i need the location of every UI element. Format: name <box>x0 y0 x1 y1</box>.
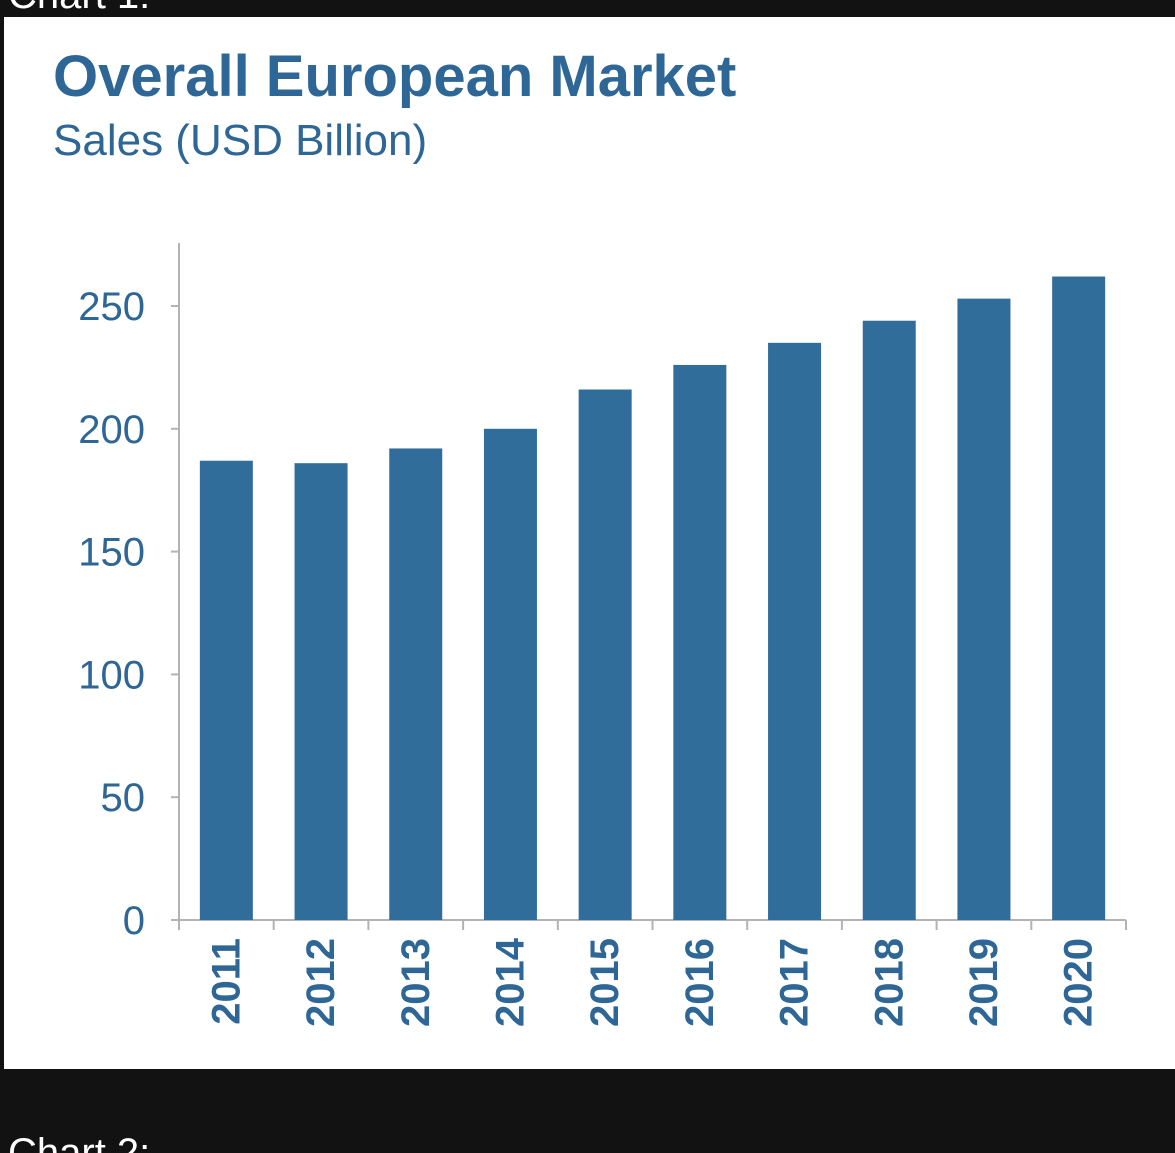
x-tick-label: 2012 <box>299 938 343 1027</box>
x-tick-label: 2013 <box>394 938 438 1027</box>
x-tick-label: 2014 <box>488 937 532 1027</box>
bar-2019 <box>957 298 1011 921</box>
bar-2014 <box>483 428 537 920</box>
bar-2017 <box>768 342 822 921</box>
x-tick-label: 2015 <box>583 938 627 1027</box>
bar-2015 <box>578 389 632 920</box>
y-tick-label: 250 <box>78 285 145 329</box>
bar-2013 <box>389 448 443 920</box>
bar-2020 <box>1052 276 1106 920</box>
x-tick-label: 2020 <box>1057 938 1101 1027</box>
x-tick-label: 2017 <box>773 938 817 1027</box>
top-caption: Chart 1: <box>8 0 150 16</box>
bar-2012 <box>294 463 348 920</box>
x-tick-label: 2019 <box>962 938 1006 1027</box>
bottom-caption: Chart 2: <box>8 1131 151 1153</box>
y-tick-label: 200 <box>78 408 145 452</box>
chart-subtitle: Sales (USD Billion) <box>53 116 428 165</box>
y-tick-label: 150 <box>78 531 145 575</box>
x-tick-label: 2018 <box>867 938 911 1027</box>
y-tick-label: 100 <box>78 653 145 697</box>
x-tick-label: 2011 <box>204 938 248 1025</box>
y-tick-label: 50 <box>101 776 146 820</box>
bar-2011 <box>199 460 253 920</box>
chart-title: Overall European Market <box>53 44 737 109</box>
x-tick-label: 2016 <box>678 938 722 1027</box>
bar-2018 <box>862 320 916 921</box>
y-tick-label: 0 <box>123 899 145 943</box>
bar-2016 <box>673 364 727 921</box>
chart-panel: Overall European Market Sales (USD Billi… <box>4 17 1175 1069</box>
bar-chart: 0 50 100 150 200 250 2011 2012 2013 2014 2015 2016 2… <box>78 243 1127 1027</box>
